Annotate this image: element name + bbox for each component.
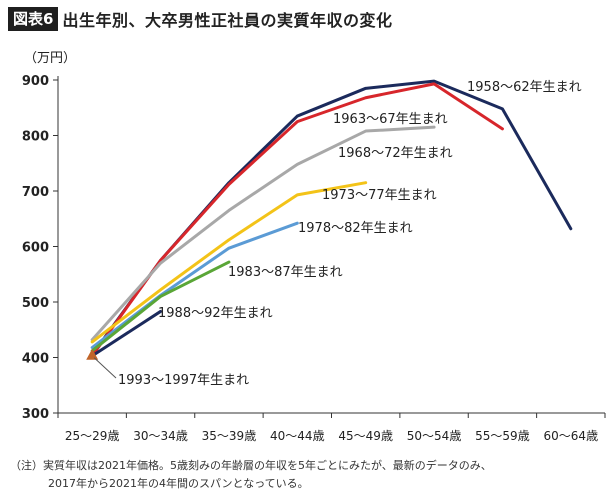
series-label-6: 1988～92年生まれ xyxy=(158,306,273,321)
series-line-4 xyxy=(90,221,299,350)
note-line-1: （注）実質年収は2021年価格。5歳刻みの年齢層の年収を5年ごとにみたが、最新の… xyxy=(10,459,492,472)
series-line-6 xyxy=(90,309,163,358)
y-tick-label: 600 xyxy=(22,241,49,256)
series-label-4: 1978～82年生まれ xyxy=(298,221,413,236)
x-tick-label: 25～29歳 xyxy=(65,429,120,443)
series-line-2 xyxy=(90,125,436,342)
chart-note: （注）実質年収は2021年価格。5歳刻みの年齢層の年収を5年ごとにみたが、最新の… xyxy=(10,457,610,493)
y-tick-label: 800 xyxy=(22,130,49,145)
label-leader-line xyxy=(93,357,117,379)
figure-label: 図表6 xyxy=(8,7,59,31)
series-marker-7 xyxy=(86,348,99,360)
series-label-0: 1958～62年生まれ xyxy=(467,80,582,95)
chart-header: 図表6 出生年別、大卒男性正社員の実質年収の変化 xyxy=(8,6,392,32)
series-line-3 xyxy=(90,181,368,344)
x-tick-label: 40～44歳 xyxy=(270,429,325,443)
x-tick-label: 30～34歳 xyxy=(133,429,188,443)
chart-title: 出生年別、大卒男性正社員の実質年収の変化 xyxy=(62,11,393,30)
series-label-5: 1983～87年生まれ xyxy=(228,265,343,280)
series-label-1: 1963～67年生まれ xyxy=(333,112,448,127)
x-tick-label: 55～59歳 xyxy=(475,429,530,443)
series-labels: 1958～62年生まれ 1963～67年生まれ 1968～72年生まれ 1973～77… xyxy=(93,80,582,388)
x-tick-label: 45～49歳 xyxy=(338,429,393,443)
x-tick-label: 35～39歳 xyxy=(202,429,257,443)
y-tick-label: 300 xyxy=(22,407,49,422)
note-line-2: 2017年から2021年の4年間のスパンとなっている。 xyxy=(48,477,309,490)
series-line-5 xyxy=(90,260,231,353)
x-tick-label: 60～64歳 xyxy=(544,429,599,443)
series-label-2: 1968～72年生まれ xyxy=(338,146,453,161)
series-line-1 xyxy=(90,82,504,358)
series-layer xyxy=(86,79,573,360)
axes: 300 400 500 600 700 800 900 25～29歳 30～34歳 35～39歳 4… xyxy=(22,74,606,443)
y-tick-label: 700 xyxy=(22,185,49,200)
series-label-7: 1993～1997年生まれ xyxy=(118,373,249,388)
x-tick-label: 50～54歳 xyxy=(407,429,462,443)
y-tick-label: 900 xyxy=(22,74,49,89)
y-axis-unit: （万円） xyxy=(24,51,76,66)
series-label-3: 1973～77年生まれ xyxy=(322,188,437,203)
y-tick-label: 400 xyxy=(22,352,49,367)
y-tick-label: 500 xyxy=(22,296,49,311)
